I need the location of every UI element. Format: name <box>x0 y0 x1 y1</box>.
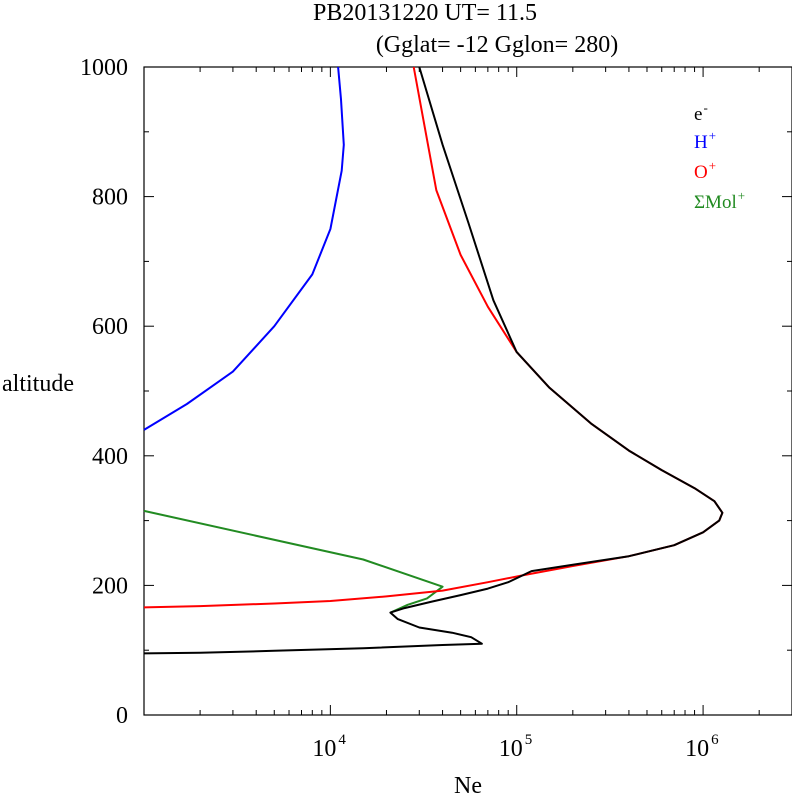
legend-entry: ΣMol <box>694 192 737 213</box>
legend: e -H +O +ΣMol + <box>694 100 745 213</box>
y-tick-label: 400 <box>92 444 128 470</box>
x-tick-label: 10 <box>499 736 523 762</box>
y-tick-label: 600 <box>92 314 128 340</box>
x-tick-label-exponent: 4 <box>338 732 346 748</box>
x-axis-label: Ne <box>454 773 482 796</box>
y-axis-label: altitude <box>2 371 74 397</box>
legend-entry-superscript: - <box>703 100 707 115</box>
chart-title: PB20131220 UT= 11.5 <box>313 0 537 26</box>
legend-entry-superscript: + <box>709 158 716 173</box>
x-tick-label-exponent: 5 <box>525 732 533 748</box>
y-tick-label: 800 <box>92 185 128 211</box>
x-tick-label: 10 <box>685 736 709 762</box>
x-tick-label-exponent: 6 <box>711 732 719 748</box>
chart-subtitle: (Gglat= -12 Gglon= 280) <box>376 32 618 58</box>
legend-entry: O <box>694 162 708 183</box>
series-line-sum-mol <box>143 509 444 614</box>
y-tick-label: 0 <box>116 703 128 729</box>
series-line-h <box>143 66 345 431</box>
legend-entry-superscript: + <box>738 188 745 203</box>
legend-entry: H <box>694 132 708 153</box>
y-tick-label: 200 <box>92 573 128 599</box>
legend-entry: e <box>694 104 702 125</box>
series-line-e <box>143 66 724 655</box>
legend-entry-superscript: + <box>709 128 716 143</box>
y-tick-label: 1000 <box>80 55 128 81</box>
x-tick-label: 10 <box>312 736 336 762</box>
series-line-o <box>143 66 724 609</box>
